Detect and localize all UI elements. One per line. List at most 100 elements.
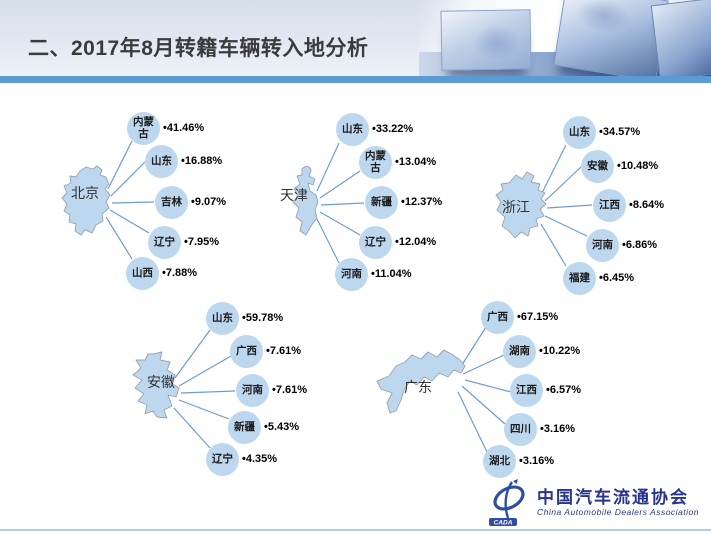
- province-bubble: 山东: [145, 145, 178, 178]
- province-bubble: 湖南: [503, 335, 536, 368]
- cada-logo-icon: CADA: [489, 479, 525, 527]
- province-bubble: 吉林: [155, 186, 188, 219]
- province-name: 福建: [569, 271, 590, 284]
- percentage-label: •11.04%: [371, 268, 412, 280]
- anhui-map-and-connectors: [132, 329, 236, 449]
- province-name: 四川: [510, 422, 531, 435]
- header-cubes-decoration: [419, 0, 711, 76]
- province-bubble: 江西: [593, 189, 626, 222]
- target-province-label: 北京: [71, 185, 99, 201]
- connector-line: [173, 407, 211, 449]
- connector-line: [105, 216, 133, 260]
- connector-line: [540, 223, 567, 267]
- target-province-label: 浙江: [502, 199, 530, 215]
- connector-line: [546, 204, 593, 209]
- connector-line: [316, 218, 340, 264]
- province-bubble: 福建: [563, 262, 596, 295]
- bottom-divider-line: [0, 529, 711, 531]
- anhui-transfer-diagram: 安徽 山东 广西 河南 新疆 辽宁 •59.78% •7.61% •7.61% …: [115, 300, 340, 485]
- province-name: 辽宁: [365, 235, 386, 248]
- connector-line: [544, 165, 583, 202]
- percentage-label: •10.22%: [539, 345, 581, 357]
- province-name: 安徽: [587, 159, 608, 172]
- tianjin-map-and-connectors: [292, 142, 365, 264]
- header-accent-bar: [0, 76, 711, 83]
- province-bubble: 内蒙古: [127, 112, 160, 145]
- zhejiang-map-and-connectors: [495, 144, 593, 267]
- connector-line: [178, 399, 230, 420]
- province-bubble: 山西: [126, 257, 159, 290]
- province-bubble: 广西: [230, 335, 263, 368]
- cada-acronym: CADA: [494, 520, 513, 527]
- province-bubble: 新疆: [365, 186, 398, 219]
- province-name: 内蒙古: [133, 116, 154, 140]
- connector-line: [174, 329, 211, 379]
- province-bubble: 四川: [504, 413, 537, 446]
- province-bubble: 辽宁: [206, 443, 239, 476]
- percentage-label: •7.88%: [162, 267, 198, 279]
- province-bubble: 内蒙古: [359, 146, 392, 179]
- province-bubble: 山东: [563, 116, 596, 149]
- percentage-label: •59.78%: [242, 312, 284, 324]
- beijing-transfer-diagram: 北京 内蒙古 山东 吉林 辽宁 山西 •41.46% •16.88% •9.07…: [40, 105, 270, 300]
- province-bubble: 河南: [335, 258, 368, 291]
- province-name: 江西: [516, 383, 537, 396]
- percentage-label: •3.16%: [519, 455, 555, 467]
- connector-line: [457, 391, 488, 453]
- connector-line: [178, 355, 232, 387]
- connector-line: [544, 215, 588, 237]
- province-name: 山东: [569, 125, 590, 138]
- province-bubble: 湖北: [483, 445, 516, 478]
- percentage-label: •6.86%: [622, 239, 658, 251]
- connector-line: [107, 140, 133, 190]
- province-bubble: 广西: [481, 301, 514, 334]
- connector-line: [461, 385, 506, 425]
- province-name: 新疆: [234, 420, 255, 433]
- percentage-label: •5.43%: [264, 421, 300, 433]
- percentage-label: •9.07%: [191, 196, 227, 208]
- connector-line: [180, 390, 236, 394]
- province-name: 新疆: [371, 195, 392, 208]
- anhui-map-shape: [132, 351, 180, 419]
- percentage-label: •7.61%: [266, 345, 302, 357]
- province-bubble: 河南: [236, 374, 269, 407]
- province-name: 河南: [592, 238, 613, 251]
- percentage-label: •8.64%: [629, 199, 665, 211]
- cada-name-english: China Automobile Dealers Association: [537, 506, 699, 517]
- percentage-label: •33.22%: [372, 123, 414, 135]
- connector-line: [462, 354, 505, 375]
- percentage-label: •4.35%: [242, 453, 278, 465]
- province-name: 广西: [236, 344, 257, 357]
- percentage-label: •7.95%: [184, 236, 220, 248]
- percentage-label: •6.57%: [546, 384, 582, 396]
- target-province-label: 安徽: [147, 374, 175, 390]
- percentage-label: •41.46%: [163, 122, 205, 134]
- connector-line: [319, 170, 361, 199]
- percentage-label: •3.16%: [540, 423, 576, 435]
- province-bubble: 辽宁: [148, 226, 181, 259]
- zhejiang-transfer-diagram: 浙江 山东 安徽 江西 河南 福建 •34.57% •10.48% •8.64%…: [485, 105, 707, 305]
- province-bubble: 江西: [510, 374, 543, 407]
- province-name: 广西: [487, 310, 508, 323]
- tianjin-transfer-diagram: 天津 山东 内蒙古 新疆 辽宁 河南 •33.22% •13.04% •12.3…: [275, 105, 490, 300]
- province-bubble: 辽宁: [359, 226, 392, 259]
- province-name: 辽宁: [154, 235, 175, 248]
- province-name: 河南: [341, 267, 362, 280]
- percentage-label: •6.45%: [599, 272, 635, 284]
- province-bubble: 安徽: [581, 150, 614, 183]
- zhejiang-map-shape: [495, 171, 547, 239]
- percentage-label: •12.04%: [395, 236, 437, 248]
- province-name: 山东: [212, 311, 233, 324]
- province-bubble: 河南: [586, 229, 619, 262]
- percentage-label: •12.37%: [401, 196, 443, 208]
- percentage-label: •7.61%: [272, 384, 308, 396]
- connector-line: [541, 144, 567, 194]
- province-name: 河南: [242, 383, 263, 396]
- percentage-label: •10.48%: [617, 160, 659, 172]
- percentage-label: •67.15%: [517, 311, 559, 323]
- slide-header: 二、2017年8月转籍车辆转入地分析: [0, 0, 711, 76]
- province-name: 山东: [342, 122, 363, 135]
- cube-image-left: [440, 9, 532, 71]
- province-name: 山东: [151, 154, 172, 167]
- guangdong-transfer-diagram: 广东 广西 湖南 江西 四川 湖北 •67.15% •10.22% •6.57%…: [365, 300, 605, 485]
